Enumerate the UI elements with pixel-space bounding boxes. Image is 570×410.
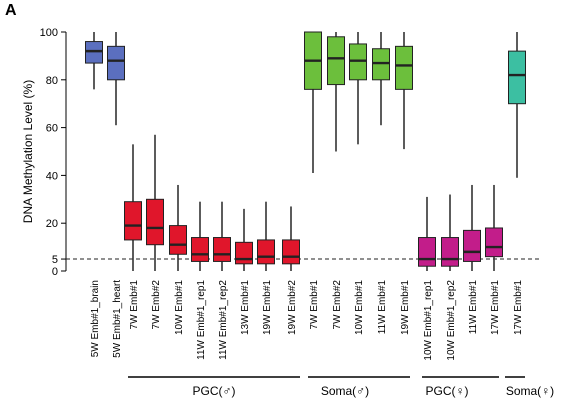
box <box>508 50 526 105</box>
category-label: 11W Emb#1 <box>468 280 479 335</box>
y-tick-label: 20 <box>46 218 58 230</box>
box <box>327 36 345 86</box>
y-tick-label: 40 <box>46 170 58 182</box>
category-label: 19W Emb#2 <box>287 280 298 335</box>
box <box>235 241 253 265</box>
category-label: 11W Emb#1_rep2 <box>218 280 229 360</box>
group-label: PGC(♂) <box>193 384 236 398</box>
category-label: 7W Emb#2 <box>332 280 343 330</box>
category-label: 13W Emb#1 <box>240 280 251 335</box>
category-label: 11W Emb#1_rep1 <box>196 280 207 360</box>
category-label: 7W Emb#2 <box>151 280 162 330</box>
category-label: 7W Emb#1 <box>129 280 140 330</box>
box <box>441 237 459 267</box>
group-label: Soma(♀) <box>506 384 554 398</box>
box <box>213 237 231 262</box>
box <box>485 227 503 258</box>
box <box>146 198 164 246</box>
y-tick-label: 0 <box>52 266 58 278</box>
category-label: 19W Emb#1 <box>262 280 273 335</box>
category-label: 11W Emb#1 <box>377 280 388 335</box>
category-label: 17W Emb#1 <box>490 280 501 335</box>
box <box>257 239 275 265</box>
y-tick-label: 60 <box>46 123 58 135</box>
box <box>418 237 436 267</box>
category-label: 10W Emb#1 <box>354 280 365 335</box>
category-label: 5W Emb#1_heart <box>112 280 123 358</box>
box <box>395 45 413 90</box>
group-label: PGC(♀) <box>426 384 469 398</box>
panel-letter: A <box>5 2 17 19</box>
box <box>169 225 187 255</box>
category-label: 10W Emb#1 <box>174 280 185 335</box>
box <box>124 201 142 241</box>
box <box>463 229 481 262</box>
y-axis-title: DNA Methylation Level (%) <box>21 80 35 223</box>
category-label: 7W Emb#1 <box>309 280 320 330</box>
box <box>282 239 300 265</box>
box <box>191 237 209 262</box>
category-label: 5W Emb#1_brain <box>90 280 101 357</box>
box <box>107 45 125 81</box>
category-label: 10W Emb#1_rep2 <box>446 280 457 361</box>
category-label: 17W Emb#1 <box>513 280 524 335</box>
y-tick-label: 5 <box>52 254 58 266</box>
y-tick-label: 100 <box>40 27 58 39</box>
y-tick-label: 80 <box>46 75 58 87</box>
category-label: 10W Emb#1_rep1 <box>423 280 434 361</box>
category-label: 19W Emb#1 <box>400 280 411 335</box>
group-label: Soma(♂) <box>321 384 369 398</box>
